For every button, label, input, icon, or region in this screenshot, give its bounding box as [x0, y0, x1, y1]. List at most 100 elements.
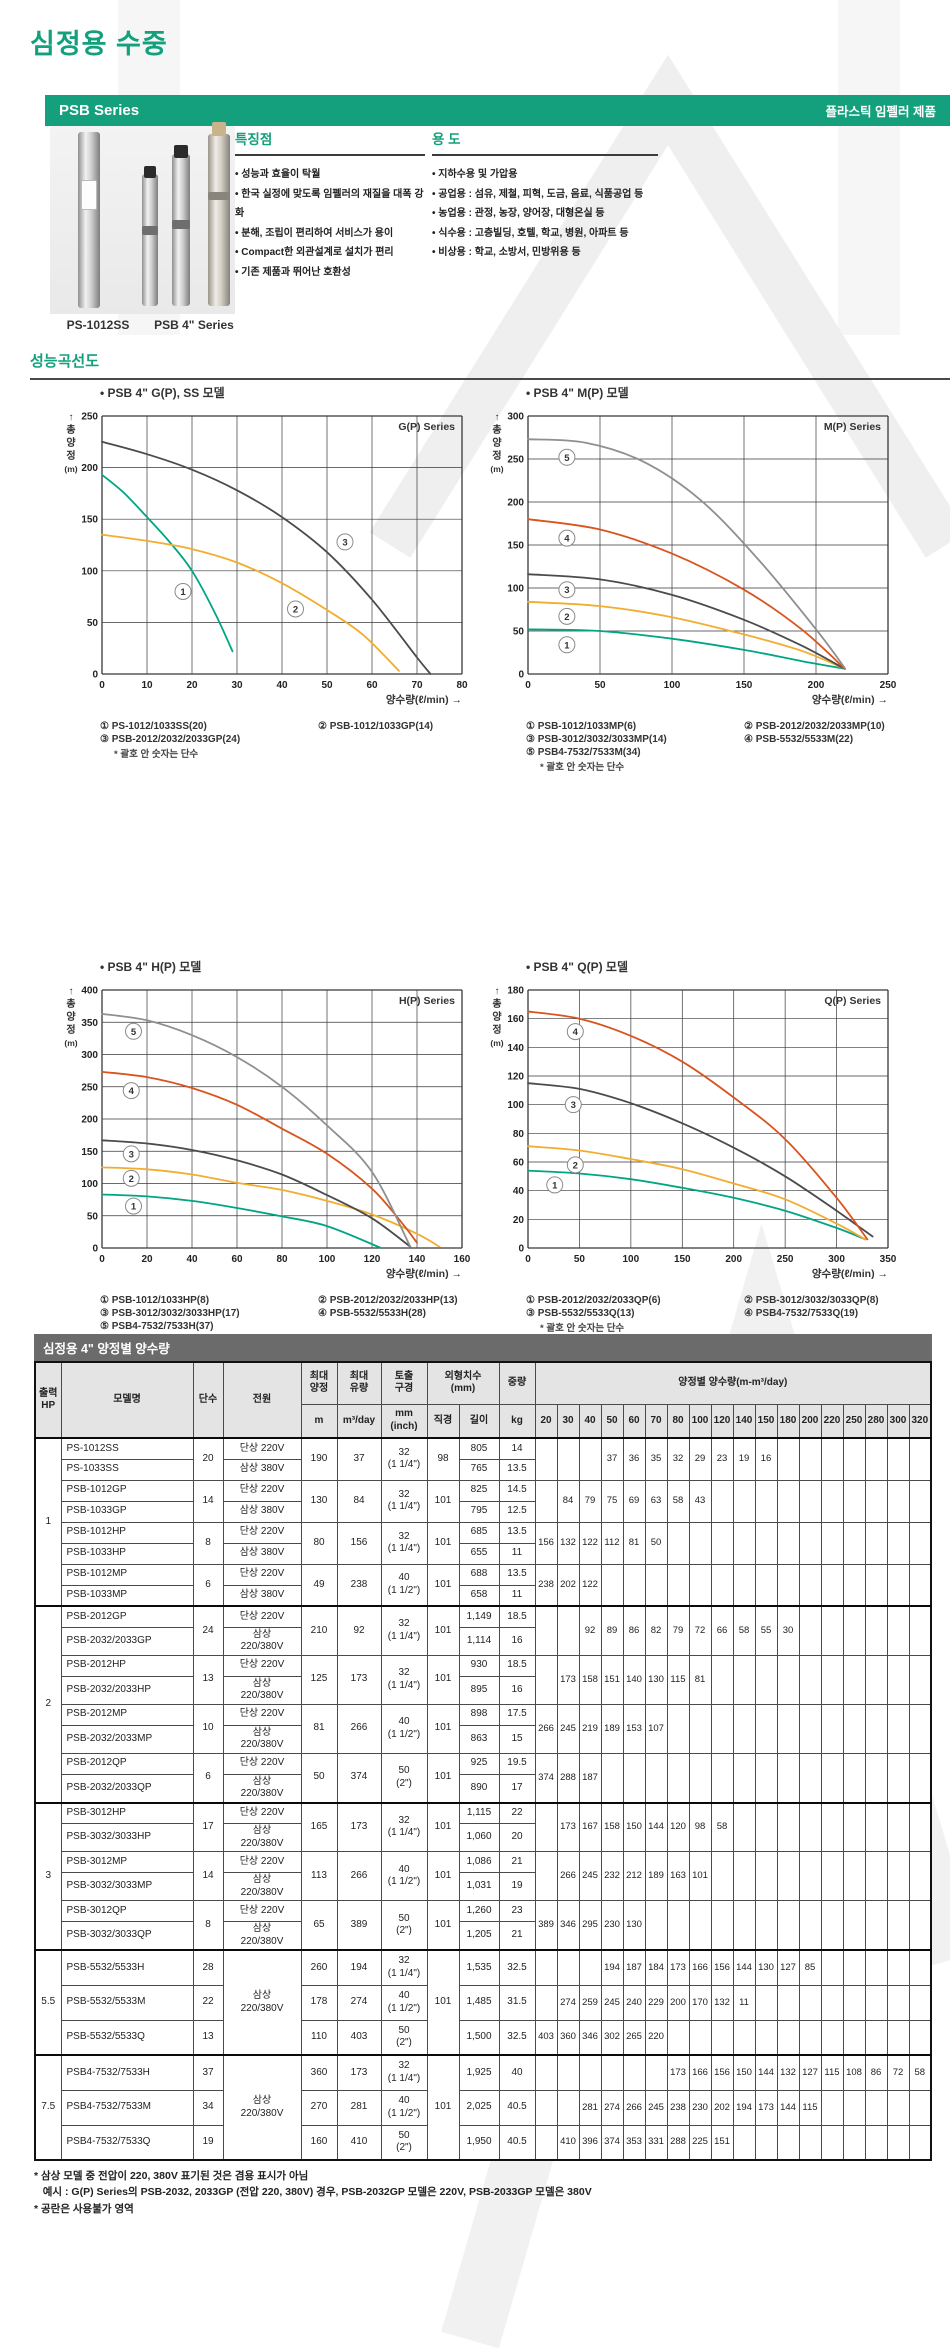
svg-text:양: 양	[492, 1011, 502, 1023]
table-row: PSB-2012MP 10 단상 220V 81 266 40 (1 1/2") 101 89…	[35, 1703, 932, 1754]
cell-flow	[710, 1703, 734, 1754]
cell-model: PSB-1012GP	[60, 1479, 194, 1502]
curve-1	[101, 473, 234, 653]
curve-5	[101, 1013, 412, 1248]
cell-flow: 66	[710, 1605, 734, 1656]
feature-item: 성능과 효율이 탁월	[235, 165, 425, 185]
svg-text:1: 1	[564, 640, 570, 651]
cell-flow	[754, 1752, 778, 1803]
cell-max-flow: 173	[336, 1654, 382, 1705]
cell-diameter: 101	[426, 1703, 460, 1754]
cell-power: 단상 220V	[222, 1654, 302, 1677]
svg-text:50: 50	[321, 680, 333, 691]
cell-length: 898	[458, 1703, 500, 1726]
cell-flow	[886, 1949, 910, 1986]
cell-max-head: 260	[300, 1949, 338, 1986]
cell-max-head: 360	[300, 2054, 338, 2091]
legend-item: ④ PSB-5532/5533H(28)	[318, 1308, 426, 1319]
curve-2	[101, 533, 400, 672]
cell-weight: 23	[498, 1900, 536, 1922]
cell-flow: 230	[600, 1900, 624, 1951]
cell-flow	[820, 1605, 844, 1656]
cell-flow: 79	[578, 1479, 602, 1523]
table-row: PSB-3012QP 8 단상 220V 65 389 50 (2") 101 1,260 23…	[35, 1900, 932, 1951]
cell-flow: 167	[578, 1801, 602, 1852]
cell-max-head: 210	[300, 1605, 338, 1656]
svg-text:100: 100	[507, 1100, 524, 1111]
cell-weight: 11	[498, 1542, 536, 1565]
pump-image-ps1012ss	[78, 132, 100, 308]
cell-flow: 245	[644, 2089, 668, 2126]
cell-length: 1,205	[458, 1921, 500, 1951]
cell-flow: 166	[688, 2054, 712, 2091]
svg-text:정: 정	[66, 449, 75, 462]
cell-flow	[908, 1801, 932, 1852]
chart-title: • PSB 4" H(P) 모델	[100, 960, 202, 974]
cell-model: PSB4-7532/7533H	[60, 2054, 194, 2091]
cell-model: PSB-3032/3033QP	[60, 1921, 194, 1951]
cell-outlet: 32 (1 1/4")	[380, 1437, 428, 1481]
header-cell: m	[300, 1403, 338, 1439]
cell-model: PSB-5532/5533Q	[60, 2019, 194, 2056]
cell-flow	[688, 1563, 712, 1607]
cell-flow: 55	[754, 1605, 778, 1656]
cell-weight: 20	[498, 1823, 536, 1852]
cell-flow	[776, 1654, 800, 1705]
cell-flow	[886, 1654, 910, 1705]
cell-flow	[732, 2124, 756, 2161]
pump-label-sticker	[81, 180, 97, 210]
cell-flow	[776, 1703, 800, 1754]
cell-flow: 166	[688, 1949, 712, 1986]
cell-stages: 13	[192, 2019, 224, 2056]
cell-flow: 112	[600, 1521, 624, 1565]
cell-flow: 389	[534, 1900, 558, 1951]
cell-flow	[754, 1900, 778, 1951]
cell-flow: 82	[644, 1605, 668, 1656]
cell-flow: 89	[600, 1605, 624, 1656]
cell-stages: 14	[192, 1851, 224, 1901]
cell-flow	[908, 1563, 932, 1607]
svg-text:100: 100	[664, 680, 681, 691]
header-cell: 140	[732, 1403, 756, 1439]
cell-flow: 173	[666, 1949, 690, 1986]
cell-flow	[644, 1563, 668, 1607]
svg-text:10: 10	[141, 680, 153, 691]
header-cell: 80	[666, 1403, 690, 1439]
header-cell: 전원	[222, 1361, 302, 1439]
cell-flow: 374	[600, 2124, 624, 2161]
cell-flow	[908, 2124, 932, 2161]
table-row: PSB-1012MP 6 단상 220V 49 238 40 (1 1/2") 101 688…	[35, 1563, 932, 1607]
table-row: PSB4-7532/7533Q 19 160 410 50 (2") 1,950 40.5 4…	[35, 2124, 932, 2161]
series-header-bar: PSB Series 플라스틱 임펠러 제품	[45, 95, 950, 126]
cell-hp: 7.5	[34, 2054, 62, 2161]
cell-flow: 150	[732, 2054, 756, 2091]
cell-flow	[820, 1703, 844, 1754]
cell-flow: 58	[666, 1479, 690, 1523]
cell-flow	[820, 1949, 844, 1986]
cell-flow	[732, 1654, 756, 1705]
svg-text:150: 150	[507, 541, 524, 552]
cell-flow: 410	[556, 2124, 580, 2161]
cell-model: PSB-2012GP	[60, 1605, 194, 1628]
cell-flow: 115	[666, 1654, 690, 1705]
applications-heading: 용 도	[432, 128, 658, 156]
cell-flow	[820, 1479, 844, 1523]
cell-flow: 331	[644, 2124, 668, 2161]
cell-flow	[776, 1984, 800, 2021]
legend-item: ① PSB-1012/1033HP(8)	[100, 1295, 210, 1306]
cell-flow	[798, 2124, 822, 2161]
cell-flow	[578, 1949, 602, 1986]
svg-text:정: 정	[66, 1023, 75, 1036]
cell-max-flow: 266	[336, 1851, 382, 1901]
cell-flow	[688, 1900, 712, 1951]
svg-text:↑: ↑	[495, 412, 500, 423]
header-cell: 출력 HP	[34, 1361, 62, 1439]
svg-text:0: 0	[518, 670, 524, 681]
svg-text:60: 60	[231, 1254, 243, 1265]
cell-flow	[798, 1851, 822, 1901]
cell-flow: 50	[644, 1521, 668, 1565]
cell-flow	[864, 2124, 888, 2161]
svg-text:40: 40	[186, 1254, 198, 1265]
spec-table-section: 심정용 4" 양정별 양수량 출력 HP 모델명 단수 전원 최대 양정 최대 유량 토출 …	[34, 1334, 934, 2217]
cell-power: 단상 220V	[222, 1851, 302, 1873]
